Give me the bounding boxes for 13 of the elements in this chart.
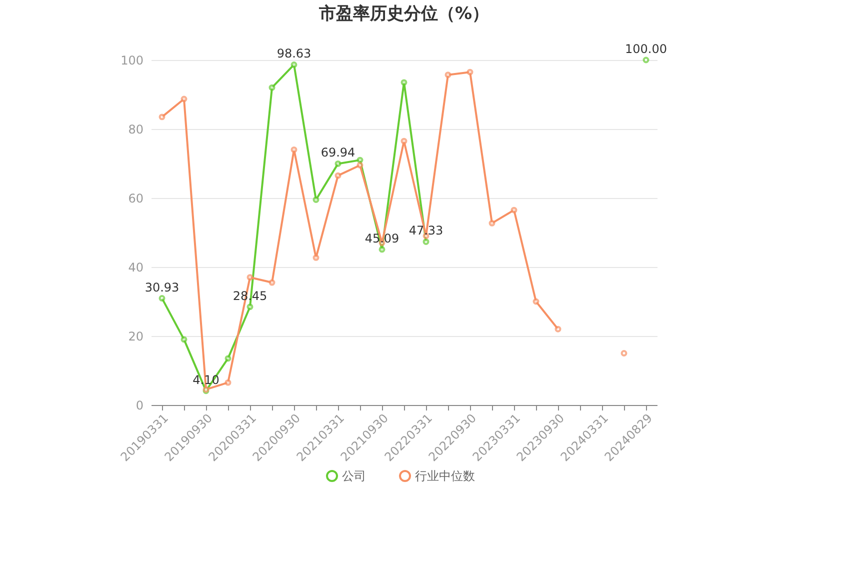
data-label: 30.93 [144,280,180,294]
data-label: 69.94 [320,146,356,160]
y-tick-label: 60 [128,192,144,206]
y-tick-label: 40 [128,260,144,274]
y-tick-label: 80 [128,122,144,136]
y-tick-label: 0 [136,398,144,412]
data-label: 98.63 [276,46,312,61]
y-tick-label: 20 [128,330,144,344]
data-label: 100.00 [625,42,667,56]
legend-label: 公司 [342,469,366,483]
chart-title: 市盈率历史分位（%） [318,4,490,24]
y-tick-label: 100 [120,54,144,68]
legend-label: 行业中位数 [415,469,475,483]
